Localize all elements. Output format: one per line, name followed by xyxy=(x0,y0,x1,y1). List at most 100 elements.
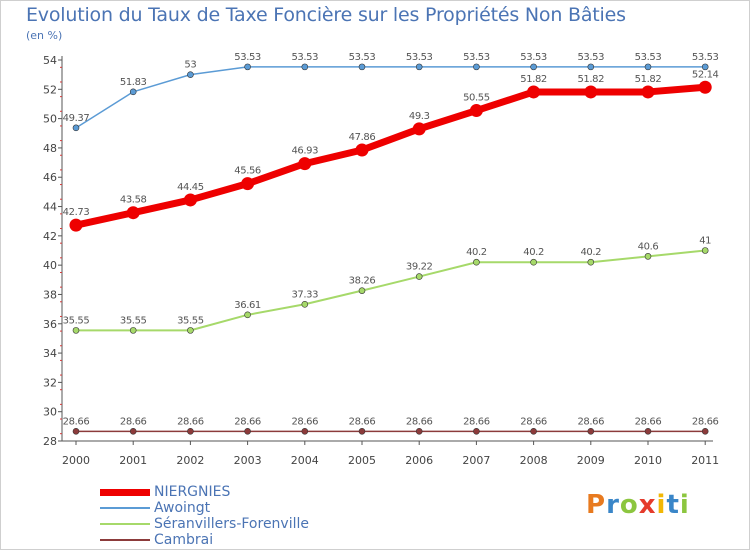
data-point xyxy=(584,85,598,99)
data-point xyxy=(641,85,655,99)
x-tick-label: 2003 xyxy=(234,454,262,467)
data-point xyxy=(355,143,369,157)
data-label: 28.66 xyxy=(635,416,662,427)
data-label: 53.53 xyxy=(234,52,261,63)
data-label: 35.55 xyxy=(63,315,90,326)
x-tick-label: 2002 xyxy=(176,454,204,467)
legend-label: NIERGNIES xyxy=(154,484,231,500)
data-label: 53.53 xyxy=(291,52,318,63)
data-label: 51.83 xyxy=(120,77,147,88)
data-point xyxy=(415,63,423,71)
data-label: 51.82 xyxy=(635,74,662,85)
data-label: 36.61 xyxy=(234,300,261,311)
data-label: 45.56 xyxy=(234,166,261,177)
data-point xyxy=(301,428,309,435)
legend-label: Awoingt xyxy=(154,500,211,516)
data-point xyxy=(644,63,652,71)
y-tick-label: 28 xyxy=(43,435,57,448)
chart-plot: 28 30 32 34 36 38 40 42 44 46 48 50 52 54 2000 2001 2002… xyxy=(43,52,719,467)
logo-letter: P xyxy=(586,490,607,520)
y-tick-label: 42 xyxy=(43,230,57,243)
data-label: 50.55 xyxy=(463,93,490,104)
data-point xyxy=(473,428,480,435)
y-tick-label: 46 xyxy=(43,171,57,184)
data-label: 28.66 xyxy=(177,416,204,427)
data-label: 28.66 xyxy=(120,416,147,427)
x-tick-label: 2011 xyxy=(691,454,719,467)
data-point xyxy=(644,428,652,435)
data-point xyxy=(244,428,251,435)
logo-letter: x xyxy=(638,490,657,520)
data-point xyxy=(358,428,366,435)
data-point xyxy=(587,428,595,435)
data-label: 37.33 xyxy=(291,289,318,300)
data-point xyxy=(301,63,309,71)
data-point xyxy=(244,63,251,71)
legend-label: Séranvillers-Forenville xyxy=(154,516,309,532)
data-label: 53.53 xyxy=(577,52,604,63)
legend-swatch xyxy=(100,523,150,525)
data-point xyxy=(129,428,137,435)
data-point xyxy=(298,157,312,171)
data-label: 43.58 xyxy=(120,195,147,206)
data-label: 28.66 xyxy=(291,416,318,427)
data-label: 42.73 xyxy=(63,207,90,218)
y-tick-label: 34 xyxy=(43,347,57,360)
data-label: 49.3 xyxy=(409,111,430,122)
data-label: 53.53 xyxy=(520,52,547,63)
data-point xyxy=(358,287,366,294)
data-point xyxy=(527,85,541,99)
x-tick-label: 2008 xyxy=(520,454,548,467)
y-tick-label: 48 xyxy=(43,142,57,155)
data-point xyxy=(415,273,423,280)
data-label: 47.86 xyxy=(349,132,376,143)
data-point xyxy=(72,327,80,334)
data-label: 28.66 xyxy=(463,416,490,427)
data-point xyxy=(587,258,595,266)
legend-swatch xyxy=(100,507,150,509)
data-point xyxy=(358,63,366,71)
data-label: 53.53 xyxy=(349,52,376,63)
unit-label: (en %) xyxy=(26,29,63,42)
data-label: 28.66 xyxy=(63,416,90,427)
data-point xyxy=(469,104,483,118)
data-point xyxy=(701,247,709,254)
x-tick-label: 2004 xyxy=(291,454,319,467)
data-point xyxy=(72,124,80,132)
y-tick-label: 40 xyxy=(43,259,57,272)
data-point xyxy=(530,258,537,266)
logo-letter: o xyxy=(619,490,639,520)
data-label: 41 xyxy=(699,236,711,247)
data-label: 53 xyxy=(184,60,196,71)
x-tick-label: 2009 xyxy=(577,454,605,467)
y-tick-label: 44 xyxy=(43,201,57,214)
data-label: 28.66 xyxy=(577,416,604,427)
y-tick-label: 38 xyxy=(43,288,57,301)
data-label: 28.66 xyxy=(234,416,261,427)
chart-title: Evolution du Taux de Taxe Foncière sur l… xyxy=(26,4,626,26)
proxiti-logo: Proxiti xyxy=(586,490,690,520)
data-point xyxy=(187,428,194,435)
data-label: 51.82 xyxy=(577,74,604,85)
data-label: 40.2 xyxy=(523,247,544,258)
data-point xyxy=(241,177,255,191)
data-point xyxy=(473,258,480,266)
data-point xyxy=(187,327,194,334)
data-label: 35.55 xyxy=(120,315,147,326)
data-point xyxy=(415,428,423,435)
data-point xyxy=(644,253,652,260)
data-point xyxy=(698,80,712,94)
x-tick-label: 2010 xyxy=(634,454,662,467)
x-tick-label: 2000 xyxy=(62,454,90,467)
legend-swatch xyxy=(100,539,150,541)
data-label: 28.66 xyxy=(692,416,719,427)
x-tick-label: 2005 xyxy=(348,454,376,467)
data-label: 53.53 xyxy=(692,52,719,63)
data-point xyxy=(473,63,480,71)
data-point xyxy=(129,327,137,334)
data-label: 28.66 xyxy=(406,416,433,427)
data-label: 53.53 xyxy=(463,52,490,63)
logo-letter: i xyxy=(656,490,667,520)
legend-label: Cambrai xyxy=(154,532,214,548)
data-label: 40.6 xyxy=(638,241,659,252)
